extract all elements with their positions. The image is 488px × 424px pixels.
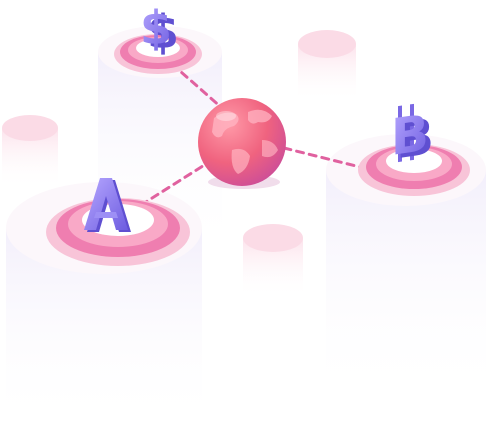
svg-text:$: $ (140, 1, 172, 55)
dollar-sign-icon: $ $ (140, 1, 179, 59)
ghost-cylinder-top-right (298, 30, 356, 102)
a-letter-icon (84, 178, 131, 232)
connector-top (170, 62, 224, 110)
ring-stack-top (114, 34, 202, 74)
ghost-cylinder-left (2, 115, 58, 188)
globe-icon (198, 98, 286, 189)
bitcoin-icon: B B (391, 103, 434, 170)
svg-text:$: $ (147, 5, 179, 59)
ghost-cylinder-center (243, 224, 303, 298)
ring-stack-right (358, 144, 470, 196)
connector-right (282, 146, 374, 172)
svg-text:B: B (396, 106, 434, 170)
svg-text:B: B (391, 103, 429, 167)
